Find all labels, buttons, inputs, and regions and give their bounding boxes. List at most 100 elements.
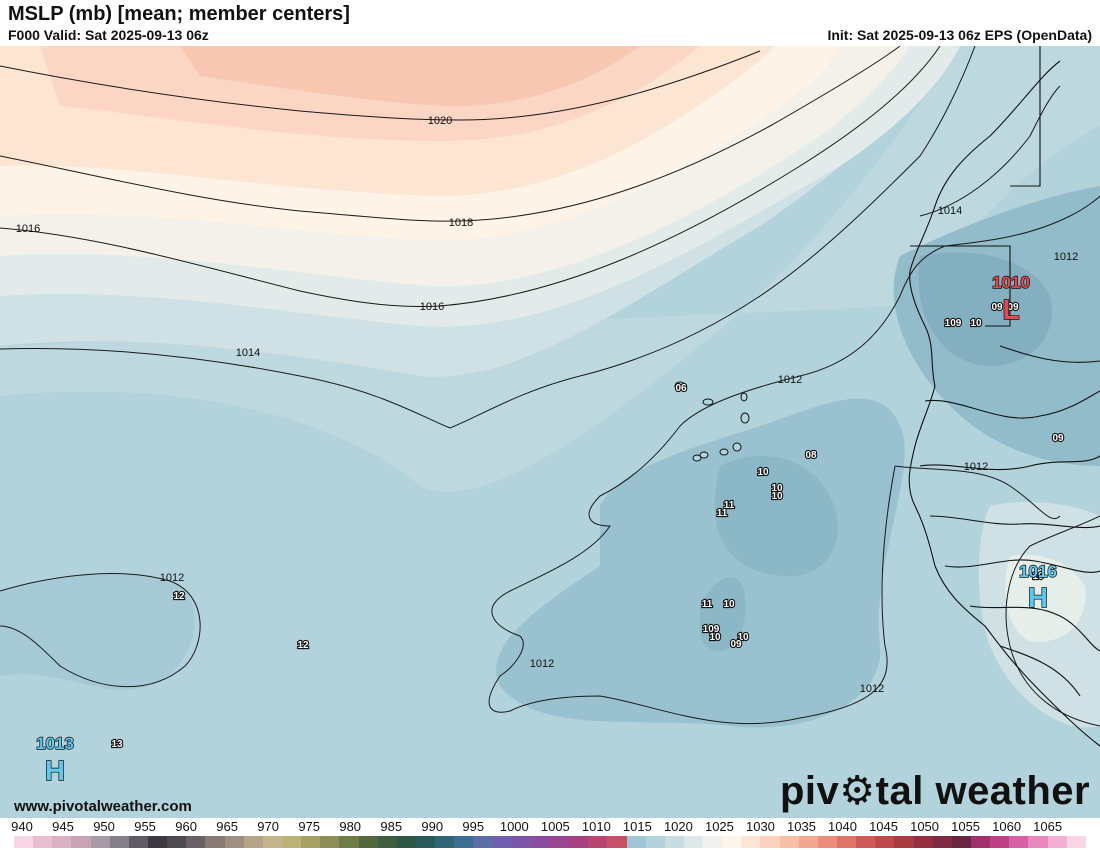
colorbar-swatch [549, 836, 570, 848]
valid-time: F000 Valid: Sat 2025-09-13 06z [8, 27, 209, 43]
colorbar-swatch [932, 836, 952, 848]
colorbar-swatch [301, 836, 321, 848]
member-label: 10 [709, 632, 721, 643]
colorbar-swatch [530, 836, 550, 848]
contour-label: 1016 [420, 301, 444, 313]
colorbar-swatch [492, 836, 512, 848]
colorbar-swatch [971, 836, 991, 848]
high-center-africa-value: 1016 [1019, 562, 1057, 581]
legend-tick-label: 1045 [869, 819, 898, 834]
colorbar-swatch [147, 836, 168, 848]
colorbar-swatch [109, 836, 129, 848]
pressure-map[interactable]: 1020 1018 1016 1016 1014 1014 1012 1012 … [0, 46, 1100, 818]
colorbar-swatch [128, 836, 148, 848]
colorbar-swatch [990, 836, 1010, 848]
colorbar-swatch [664, 836, 684, 848]
legend-tick-label: 1030 [745, 819, 775, 834]
colorbar-swatch [511, 836, 531, 848]
isobars [0, 46, 1100, 727]
member-label: 11 [702, 599, 713, 610]
colorbar-swatch [817, 836, 838, 848]
member-label: 13 [111, 739, 123, 750]
site-url[interactable]: www.pivotalweather.com [14, 798, 192, 815]
map-title: MSLP (mb) [mean; member centers] [8, 3, 350, 25]
contour-label: 1018 [449, 217, 473, 229]
colorbar-swatch [626, 836, 646, 848]
border-3 [924, 390, 1100, 419]
contour-label-group: 1020 1018 1016 1016 1014 1014 1012 1012 … [16, 115, 1078, 695]
member-label: 10 [1032, 571, 1044, 582]
member-label: 109 [945, 318, 962, 329]
isobar-1016 [0, 46, 941, 307]
member-label: 10 [757, 467, 769, 478]
border-6 [944, 559, 1100, 573]
colorbar-swatch [33, 836, 53, 848]
colorbar-swatch [722, 836, 742, 848]
legend-tick-label: 1060 [992, 819, 1022, 834]
colorbar-swatch [856, 836, 876, 848]
border-7 [969, 605, 1100, 652]
colorbar-swatch [435, 836, 455, 848]
colorbar-swatch [1047, 836, 1067, 848]
colorbar-swatch [703, 836, 723, 848]
colorbar-swatch [415, 836, 436, 848]
legend-tick-label: 955 [134, 819, 156, 834]
colorbar-swatch [243, 836, 263, 848]
field-1016-guinea [1005, 554, 1086, 642]
legend-tick-label: 965 [216, 819, 238, 834]
isobar-1012-africa [894, 465, 1061, 520]
field-1010-south [700, 577, 746, 652]
colorbar-swatch [683, 836, 704, 848]
contour-label: 1016 [16, 223, 40, 235]
member-label: 10 [771, 483, 783, 494]
colorbar-swatch [454, 836, 474, 848]
colorbar-swatch [396, 836, 416, 848]
legend-tick-label: 985 [380, 819, 403, 834]
border-1 [910, 245, 1011, 327]
legend-tick-label: 975 [298, 819, 321, 834]
legend-tick-label: 945 [52, 819, 74, 834]
colorbar-swatch [14, 836, 34, 848]
member-label: 06 [675, 383, 687, 394]
legend-tick-label: 990 [421, 819, 444, 834]
legend-tick-label: 1035 [787, 819, 816, 834]
member-label: 109 [703, 624, 720, 635]
colorbar-swatch [951, 836, 972, 848]
init-time: Init: Sat 2025-09-13 06z EPS (OpenData) [827, 27, 1092, 43]
colorbar-swatch [760, 836, 780, 848]
colorbar-swatch [894, 836, 914, 848]
colorbar [14, 836, 1086, 848]
contour-label: 1014 [236, 347, 260, 359]
legend-tick-label: 995 [462, 819, 485, 834]
colorbar-swatch [262, 836, 282, 848]
legend-tick-label: 1040 [828, 819, 857, 834]
legend-tick-label: 1010 [581, 819, 611, 834]
legend-tick-label: 1025 [704, 819, 734, 834]
colorbar-swatch [798, 836, 818, 848]
member-label: 10 [970, 318, 982, 329]
colorbar-swatch [607, 836, 627, 848]
member-label: 10 [723, 599, 735, 610]
brand-logo: piv⚙tal weather [780, 768, 1090, 814]
colorbar-swatch [837, 836, 857, 848]
legend-tick-label: 1055 [951, 819, 981, 834]
isobar-1012 [679, 195, 1100, 427]
member-label-group: 06 08 10 10 10 11 11 11 10 109 10 10 09 … [110, 301, 1065, 751]
colorbar-swatch [741, 836, 761, 848]
colorbar-swatch [205, 836, 225, 848]
map-header: MSLP (mb) [mean; member centers] F000 Va… [0, 0, 1100, 46]
colorbar-swatch [569, 836, 589, 848]
colorbar-swatch [167, 836, 187, 848]
high-center-atlantic-letter: H [45, 755, 65, 786]
member-label: 09 [991, 302, 1003, 313]
colorbar-swatch [645, 836, 665, 848]
member-label: 09 [1007, 302, 1019, 313]
cape-verde-island-1 [692, 454, 702, 462]
colorbar-swatch [71, 836, 91, 848]
cape-verde-island-2 [699, 451, 709, 459]
legend-tick-label: 1000 [499, 819, 529, 834]
brand-logo-part: piv [780, 769, 840, 813]
colorbar-swatch [281, 836, 302, 848]
legend-tick-label: 980 [339, 819, 362, 834]
field-1011-west [0, 573, 195, 690]
